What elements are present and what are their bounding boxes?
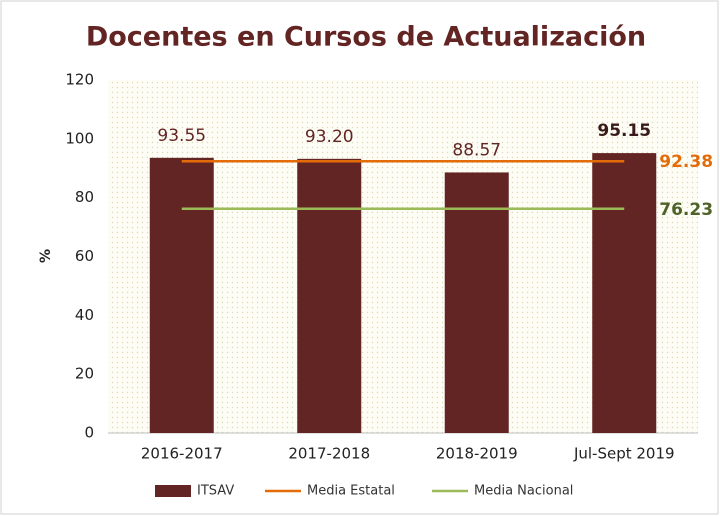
- y-tick-label: 60: [75, 247, 94, 265]
- data-label: 76.23: [659, 200, 713, 220]
- y-tick-label: 0: [84, 424, 94, 442]
- legend-label: Media Nacional: [474, 484, 573, 499]
- data-label: 88.57: [452, 140, 501, 160]
- legend-label: ITSAV: [197, 484, 234, 499]
- x-tick-label: 2016-2017: [141, 445, 223, 463]
- bar: [592, 153, 657, 434]
- chart-title: Docentes en Cursos de Actualización: [86, 22, 646, 53]
- y-tick-label: 20: [75, 365, 94, 383]
- data-label: 93.20: [305, 127, 354, 147]
- legend-label: Media Estatal: [307, 484, 395, 499]
- data-label: 93.55: [157, 126, 206, 146]
- y-tick-label: 120: [65, 71, 94, 89]
- x-tick-label: 2017-2018: [288, 445, 370, 463]
- bar: [297, 158, 362, 433]
- bar: [149, 157, 214, 434]
- y-tick-label: 100: [65, 129, 94, 147]
- bar: [444, 172, 509, 433]
- y-tick-label: 80: [75, 188, 94, 206]
- legend-swatch: [155, 485, 191, 497]
- y-axis-label: %: [38, 249, 54, 263]
- x-tick-label: 2018-2019: [436, 445, 518, 463]
- y-tick-label: 40: [75, 306, 94, 324]
- data-label: 92.38: [659, 152, 713, 172]
- x-tick-label: Jul-Sept 2019: [573, 445, 675, 463]
- data-label: 95.15: [597, 121, 651, 141]
